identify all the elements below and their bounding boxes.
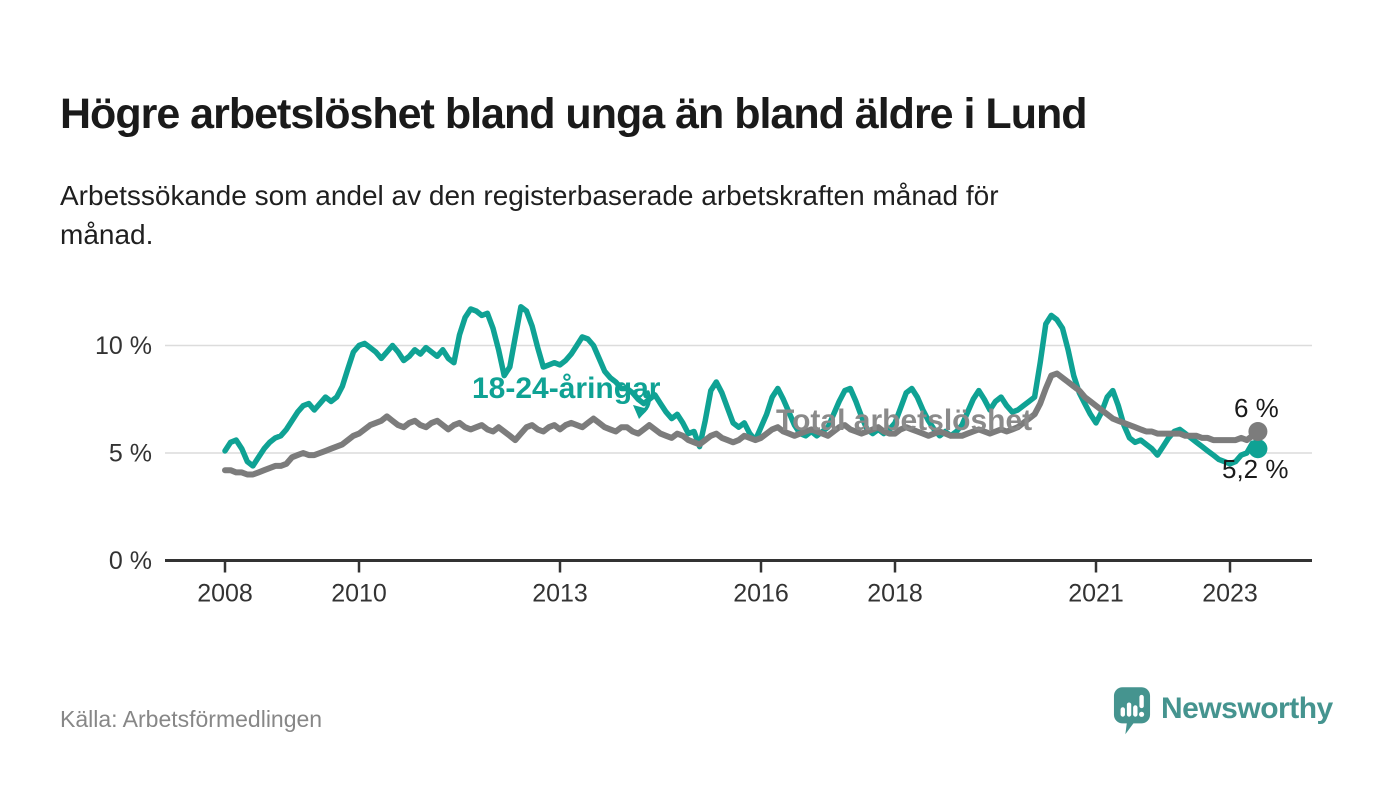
x-tick-label-2010: 2010 bbox=[331, 580, 387, 608]
brand-name: Newsworthy bbox=[1161, 692, 1333, 725]
exclamation-stem bbox=[1139, 694, 1144, 709]
annotation-young-label: 18-24-åringar bbox=[472, 372, 661, 405]
x-tick-label-2008: 2008 bbox=[197, 580, 253, 608]
series-end-dot-young bbox=[1248, 439, 1268, 459]
series-end-dot-total bbox=[1248, 422, 1268, 441]
series-line-total bbox=[222, 370, 1261, 478]
newsworthy-logo: Newsworthy bbox=[1113, 686, 1333, 736]
y-tick-label-0: 0 % bbox=[109, 547, 152, 575]
annotation-arrow-head bbox=[633, 405, 648, 419]
annotation-total-end-value: 6 % bbox=[1234, 393, 1279, 423]
x-tick-label-2023: 2023 bbox=[1202, 580, 1258, 608]
bubble-shape bbox=[1113, 687, 1151, 735]
y-tick-label-5: 5 % bbox=[109, 440, 152, 468]
source-attribution: Källa: Arbetsförmedlingen bbox=[60, 706, 323, 732]
bar-1 bbox=[1120, 707, 1125, 717]
page-title: Högre arbetslöshet bland unga än bland ä… bbox=[60, 89, 1088, 138]
x-tick-label-2013: 2013 bbox=[532, 580, 588, 608]
y-tick-label-10: 10 % bbox=[95, 332, 152, 360]
bar-3 bbox=[1133, 705, 1138, 717]
annotation-total-label: Total arbetslöshet bbox=[776, 404, 1032, 437]
exclamation-dot bbox=[1139, 711, 1145, 717]
page-subtitle: Arbetssökande som andel av den registerb… bbox=[60, 180, 999, 251]
series-line-young bbox=[222, 304, 1261, 469]
x-tick-label-2018: 2018 bbox=[867, 580, 923, 608]
bar-2 bbox=[1126, 702, 1132, 717]
newsworthy-bubble-icon bbox=[1113, 687, 1151, 735]
x-tick-label-2016: 2016 bbox=[733, 580, 789, 608]
annotation-young-end-value: 5,2 % bbox=[1222, 454, 1289, 484]
x-tick-label-2021: 2021 bbox=[1068, 580, 1124, 608]
